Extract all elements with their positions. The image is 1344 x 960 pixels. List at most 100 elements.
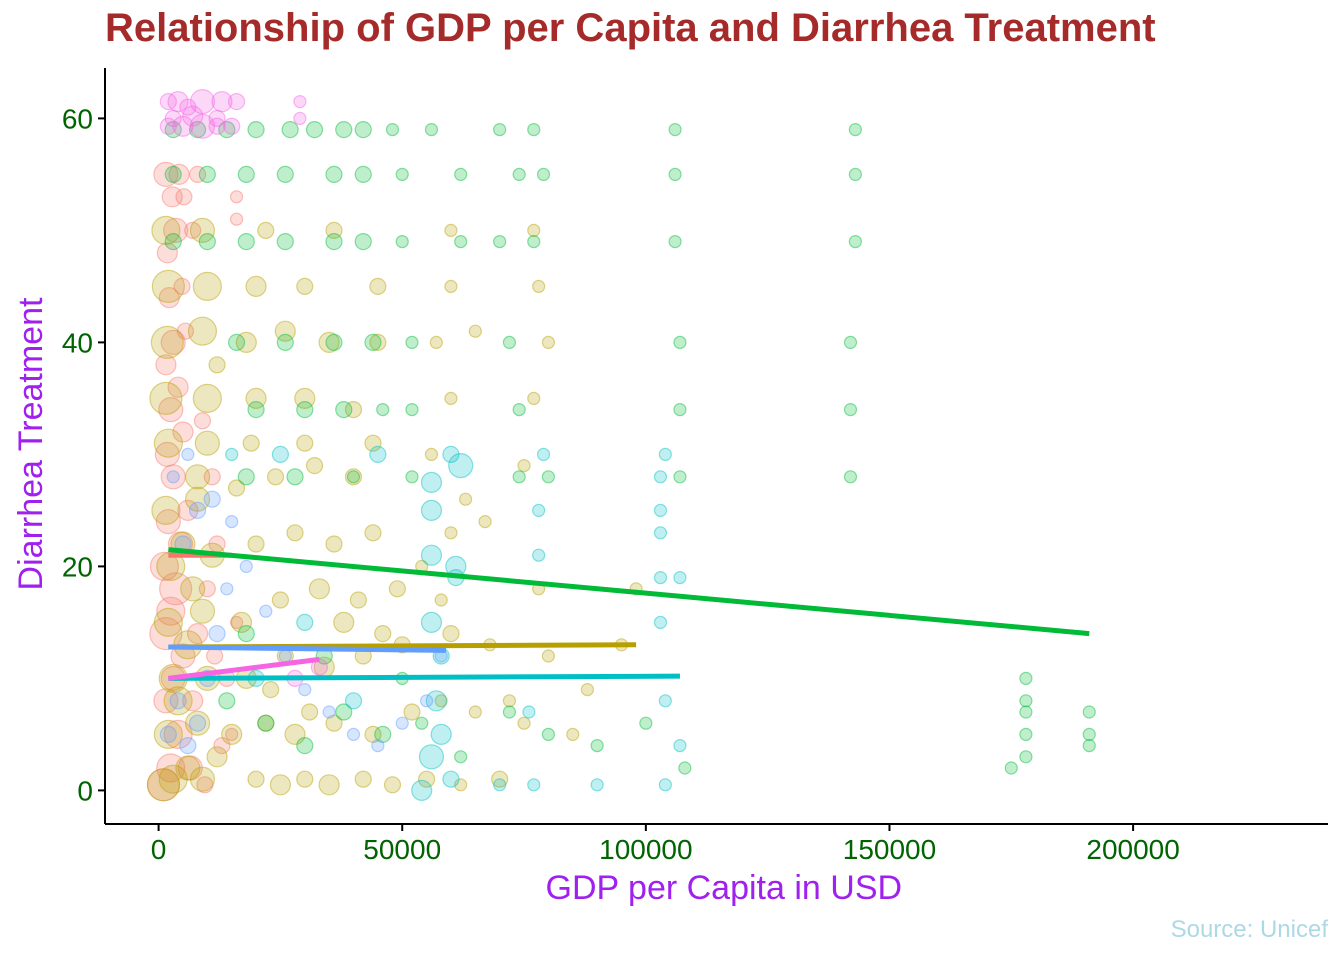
data-point (478, 514, 492, 529)
data-point (590, 778, 604, 792)
data-point (673, 403, 687, 417)
data-point (184, 221, 202, 239)
data-point (369, 445, 387, 463)
data-point (369, 277, 387, 295)
data-point (164, 121, 182, 139)
data-point (186, 622, 209, 645)
data-point (158, 287, 180, 309)
data-point (383, 776, 402, 794)
x-tick-label: 100000 (599, 834, 692, 865)
data-point (405, 335, 419, 349)
data-point (532, 279, 546, 293)
data-point (1019, 671, 1033, 686)
data-point (1082, 738, 1096, 753)
data-point (843, 335, 858, 349)
data-point (296, 613, 314, 632)
data-point (181, 447, 195, 461)
data-point (247, 401, 265, 419)
y-ticks: 0 20 40 60 (62, 103, 105, 806)
data-point (149, 616, 183, 651)
data-point (1019, 705, 1033, 719)
data-point (166, 470, 180, 484)
data-point (155, 354, 177, 376)
data-point (444, 391, 458, 405)
data-point (294, 387, 316, 409)
data-point (153, 607, 183, 638)
data-point (184, 710, 211, 736)
data-point (444, 223, 458, 237)
data-point (146, 768, 181, 802)
data-point (318, 331, 340, 353)
data-point (188, 121, 207, 139)
data-point (541, 335, 555, 349)
data-point (374, 624, 392, 643)
data-point (493, 778, 507, 792)
data-point (442, 624, 460, 643)
data-point (259, 604, 273, 618)
data-point (454, 235, 468, 249)
data-point (293, 94, 307, 109)
data-point (468, 705, 482, 719)
data-point (218, 692, 236, 710)
data-point (172, 115, 194, 137)
data-point (425, 690, 447, 712)
data-point (276, 165, 294, 183)
data-point (322, 705, 336, 719)
data-point (420, 499, 443, 521)
data-point (454, 750, 468, 764)
data-point (580, 682, 594, 697)
data-point (245, 275, 267, 297)
data-point (301, 703, 319, 721)
data-point (536, 167, 551, 181)
data-point (164, 233, 182, 251)
data-point (668, 167, 682, 181)
data-point (296, 401, 314, 419)
y-tick-label: 60 (62, 103, 93, 134)
data-point (419, 694, 434, 708)
data-point (429, 335, 443, 349)
data-point (149, 381, 183, 415)
data-point (276, 333, 294, 351)
data-point (658, 778, 672, 792)
data-point (189, 88, 216, 115)
data-point (163, 217, 189, 243)
data-point (161, 186, 183, 208)
data-point (678, 761, 692, 775)
data-point (159, 92, 177, 111)
trend-line-3 (168, 547, 1090, 637)
data-point (230, 611, 253, 634)
data-point (194, 430, 220, 456)
data-point (182, 105, 204, 127)
data-point (149, 551, 180, 582)
data-point (225, 727, 239, 742)
data-point (335, 703, 353, 721)
data-point (403, 703, 421, 721)
data-point (333, 611, 355, 634)
data-point (395, 235, 409, 249)
data-point (502, 694, 517, 708)
data-point (257, 714, 275, 732)
data-point (344, 692, 363, 710)
data-point (325, 221, 343, 239)
data-point (188, 714, 207, 732)
data-point (346, 727, 361, 742)
data-point (405, 470, 419, 484)
data-point (349, 591, 367, 609)
data-point (257, 221, 275, 239)
data-point (444, 279, 458, 293)
data-point (159, 572, 193, 606)
data-point (527, 778, 541, 792)
data-point (418, 744, 445, 770)
data-point (532, 548, 546, 562)
data-point (310, 658, 328, 676)
data-point (151, 269, 185, 303)
data-point (242, 434, 260, 452)
x-tick-label: 50000 (363, 834, 441, 865)
data-point (395, 716, 409, 730)
data-point (668, 235, 682, 249)
data-point (468, 324, 482, 338)
data-point (175, 188, 193, 206)
data-point (189, 217, 216, 243)
data-point (208, 624, 226, 643)
